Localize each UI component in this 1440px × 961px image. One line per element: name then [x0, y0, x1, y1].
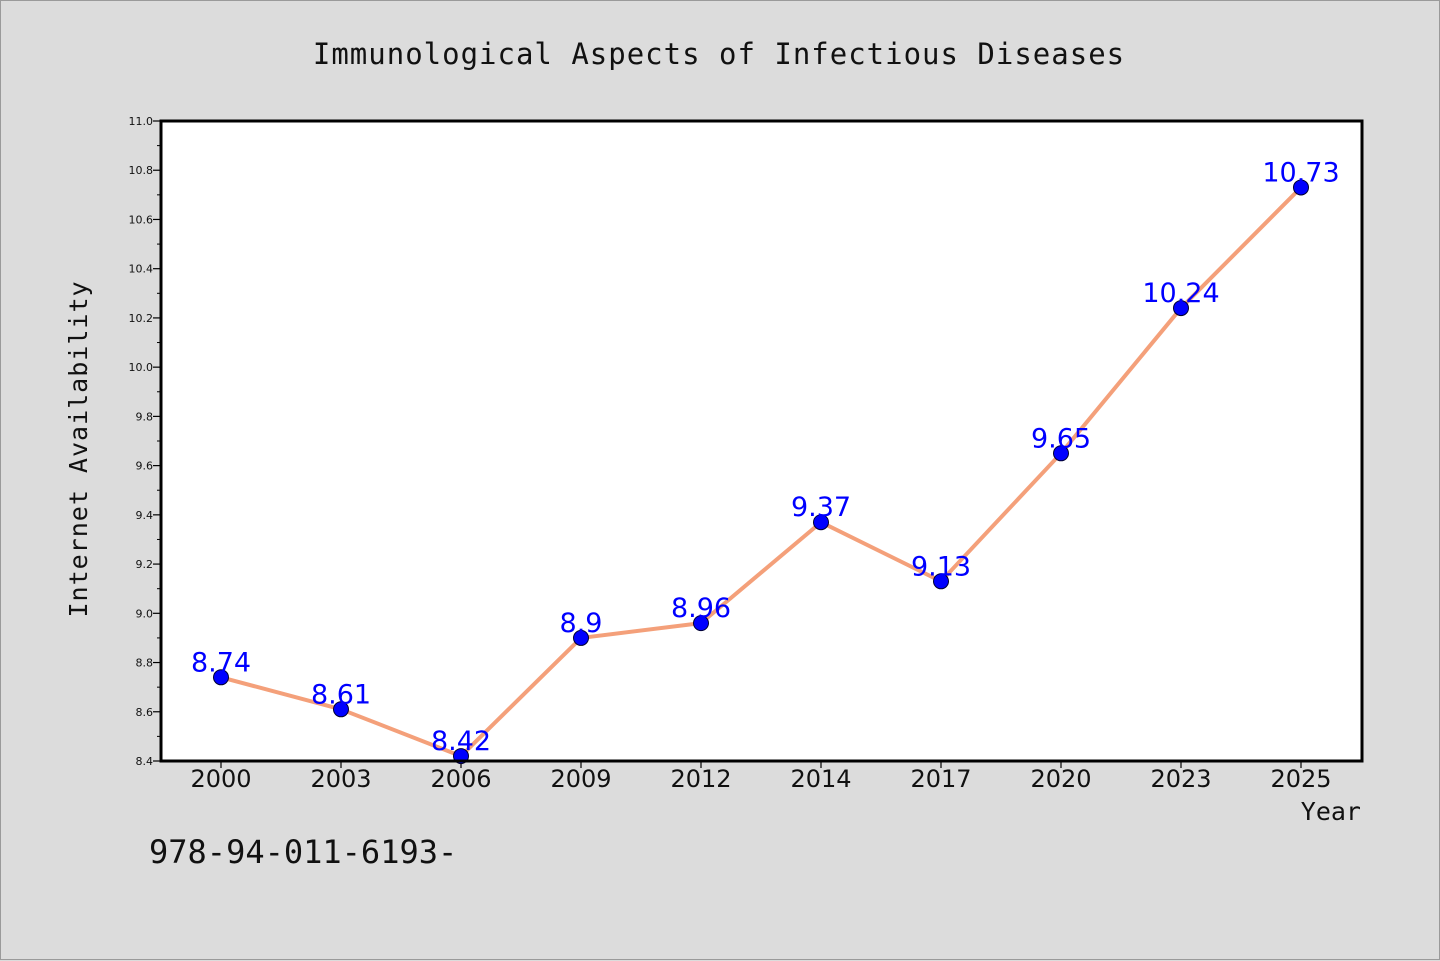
y-tick-label: 11.0: [129, 115, 154, 128]
y-tick-label: 9.2: [136, 558, 154, 571]
data-label: 8.96: [671, 593, 731, 624]
data-point: [573, 629, 589, 646]
y-tick-label: 9.0: [136, 607, 154, 620]
y-tick-label: 8.6: [136, 706, 154, 719]
x-tick-label: 2023: [1150, 765, 1211, 793]
x-tick-label: 2003: [310, 765, 371, 793]
data-point: [813, 514, 829, 531]
x-tick-label: 2006: [430, 765, 491, 793]
data-label: 9.37: [791, 492, 851, 523]
footer-text: 978-94-011-6193-: [149, 833, 458, 871]
data-label-layer: 8.74 8.61 8.42 8.9 8.96 9.37 9.13 9.65 10.24 10.7…: [191, 157, 1340, 757]
y-tick-label: 10.2: [129, 312, 154, 325]
data-label: 8.42: [431, 726, 491, 757]
y-tick-label: 10.8: [129, 164, 154, 177]
data-label: 9.65: [1031, 423, 1091, 454]
x-tick-label: 2000: [190, 765, 251, 793]
plot-frame: [159, 119, 1364, 763]
y-tick-label: 9.6: [136, 460, 154, 473]
data-point: [1293, 179, 1309, 196]
y-tick-label: 9.4: [136, 509, 154, 522]
x-tick-label: 2009: [550, 765, 611, 793]
x-tick-label: 2025: [1270, 765, 1331, 793]
data-point: [933, 573, 949, 590]
x-tick-label: 2012: [670, 765, 731, 793]
y-tick-label: 9.8: [136, 410, 154, 423]
y-tick-label: 8.4: [136, 755, 154, 768]
x-tick-label: 2020: [1030, 765, 1091, 793]
data-point: [693, 615, 709, 632]
y-tick-label: 10.6: [129, 213, 154, 226]
y-axis-label: Internet Availability: [64, 280, 93, 617]
x-axis: 2000 2003 2006 2009 2012 2014 2017 2020 2023 2025: [190, 761, 1332, 793]
data-label: 9.13: [911, 551, 971, 582]
data-label: 10.73: [1262, 157, 1339, 188]
plot-area: [161, 121, 1362, 761]
data-point: [1053, 445, 1069, 462]
y-axis: 8.4 8.6 8.8 9.0 9.2 9.4 9.6 9.8 10.0 10.2 10.4 10.6…: [129, 115, 161, 768]
data-label: 8.9: [560, 608, 603, 639]
x-tick-label: 2014: [790, 765, 851, 793]
x-tick-label: 2017: [910, 765, 971, 793]
data-point: [333, 701, 349, 718]
data-label: 8.74: [191, 647, 251, 678]
series-line: [219, 185, 1303, 759]
y-tick-label: 8.8: [136, 657, 154, 670]
y-tick-label: 10.0: [129, 361, 154, 374]
series-layer: [213, 179, 1309, 765]
data-label: 10.24: [1142, 278, 1219, 309]
data-point: [213, 669, 229, 686]
x-axis-label: Year: [1301, 797, 1361, 826]
y-tick-label: 10.4: [129, 263, 154, 276]
data-point: [1173, 300, 1189, 317]
data-label: 8.61: [311, 679, 371, 710]
chart-title: Immunological Aspects of Infectious Dise…: [313, 37, 1125, 71]
